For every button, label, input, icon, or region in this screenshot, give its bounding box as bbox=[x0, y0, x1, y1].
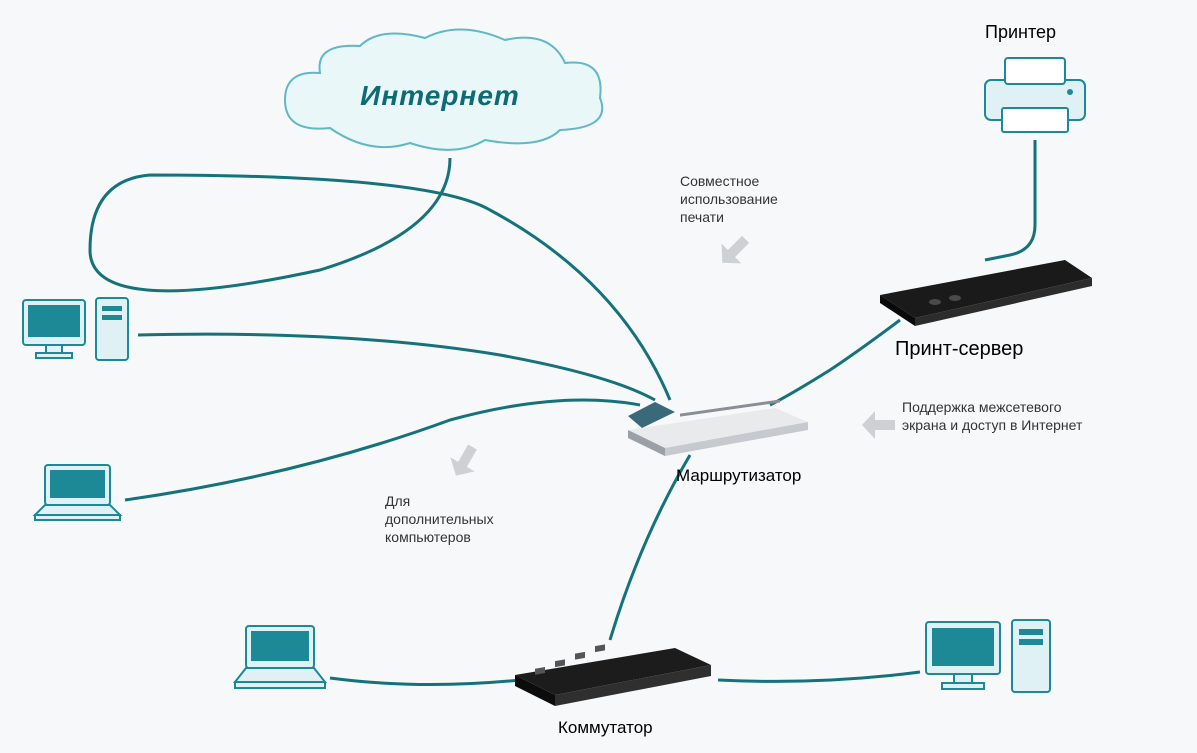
annotation-extra-pcs: Для дополнительных компьютеров bbox=[385, 492, 494, 547]
desktop-icon bbox=[920, 610, 1060, 705]
printer-label: Принтер bbox=[985, 22, 1056, 43]
annotation-line: дополнительных bbox=[385, 511, 494, 527]
desktop-pc-2 bbox=[920, 610, 1060, 705]
edge-printer-printserver bbox=[985, 140, 1035, 260]
laptop-2 bbox=[230, 620, 330, 695]
edge-printserver-router bbox=[770, 320, 900, 405]
print-server-icon bbox=[870, 250, 1100, 330]
internet-cloud: Интернет bbox=[260, 28, 620, 163]
annotation-line: печати bbox=[680, 209, 724, 225]
edge-internet-router bbox=[90, 158, 670, 400]
laptop-icon bbox=[230, 620, 330, 695]
arrow-icon bbox=[438, 433, 493, 488]
print-server-node bbox=[870, 250, 1100, 330]
router-node bbox=[620, 400, 815, 460]
internet-label: Интернет bbox=[360, 80, 520, 112]
edge-laptop1-router bbox=[125, 400, 640, 500]
arrow-icon bbox=[860, 405, 900, 445]
annotation-firewall: Поддержка межсетевого экрана и доступ в … bbox=[902, 398, 1082, 434]
desktop-icon bbox=[18, 290, 138, 370]
annotation-line: использование bbox=[680, 191, 778, 207]
router-label: Маршрутизатор bbox=[676, 466, 801, 486]
edge-switch-pc2 bbox=[718, 672, 920, 681]
arrow-icon bbox=[707, 222, 764, 279]
router-icon bbox=[620, 400, 815, 460]
annotation-line: Совместное bbox=[680, 173, 759, 189]
laptop-1 bbox=[30, 460, 125, 525]
annotation-line: экрана и доступ в Интернет bbox=[902, 417, 1082, 433]
annotation-line: Для bbox=[385, 493, 410, 509]
edge-pc1-router bbox=[138, 334, 655, 400]
laptop-icon bbox=[30, 460, 125, 525]
printer-icon bbox=[970, 50, 1100, 140]
switch-label: Коммутатор bbox=[558, 718, 653, 738]
edge-switch-laptop2 bbox=[330, 678, 520, 685]
desktop-pc-1 bbox=[18, 290, 138, 370]
switch-icon bbox=[505, 640, 720, 710]
annotation-line: компьютеров bbox=[385, 529, 471, 545]
printer-node bbox=[970, 50, 1100, 140]
print-server-label: Принт-сервер bbox=[895, 338, 1023, 361]
switch-node bbox=[505, 640, 720, 710]
annotation-share-print: Совместное использование печати bbox=[680, 172, 778, 227]
annotation-line: Поддержка межсетевого bbox=[902, 399, 1062, 415]
